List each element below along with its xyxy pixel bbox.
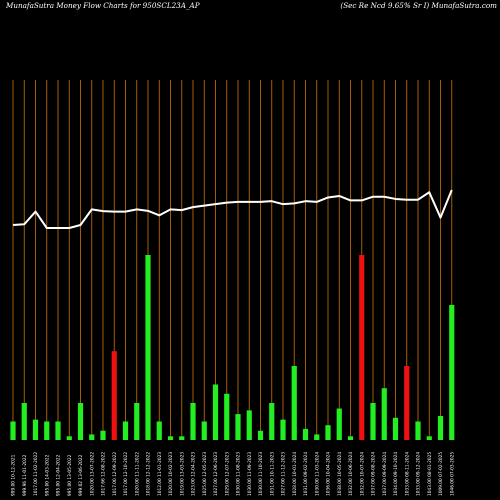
money-flow-bar	[179, 436, 185, 440]
x-tick-label: 1037.00 09-09-2024	[382, 452, 388, 496]
x-tick-label: 1028.00 10-01-2024	[292, 452, 298, 496]
money-flow-bar	[111, 351, 117, 440]
money-flow-bar	[269, 403, 275, 440]
money-flow-bar	[370, 403, 376, 440]
money-flow-bar	[201, 421, 207, 440]
x-tick-label: 1030.00 11-08-2023	[236, 452, 242, 496]
money-flow-bar	[437, 415, 444, 440]
x-tick-label: 1019.00 13-03-2023	[179, 452, 185, 496]
money-flow-bar	[325, 425, 331, 440]
x-tick-label: 1037.00 09-08-2024	[371, 452, 377, 496]
x-tick-label: 1025.00 12-05-2023	[202, 452, 208, 496]
money-flow-bar	[336, 408, 342, 440]
x-tick-label: 999.96 11-01-2022	[22, 454, 28, 496]
x-tick-label: 1020.00 10-02-2023	[168, 452, 174, 496]
x-tick-label: 1032.00 10-06-2024	[348, 452, 354, 496]
money-flow-bar	[122, 421, 129, 440]
x-tick-label: 1043.00 08-01-2025	[427, 452, 433, 496]
money-flow-bar	[314, 434, 320, 440]
x-tick-label: 1018.00 12-12-2022	[146, 452, 152, 496]
money-flow-bar	[302, 428, 309, 440]
x-tick-label: 1020.00 13-07-2022	[89, 452, 95, 496]
price-line-layer	[12, 189, 453, 229]
chart-subtitle: (Sec Re Ncd 9.65% Sr I) MunafaSutra.com	[340, 1, 497, 10]
x-tick-label: 1017.00 12-09-2022	[112, 452, 118, 496]
x-tick-label: 999.02 13-06-2022	[78, 454, 84, 496]
money-flow-bar	[134, 403, 140, 440]
x-tick-label: 995.00 14-03-2022	[44, 454, 50, 496]
x-tick-label: 1029.00 12-07-2023	[224, 452, 230, 496]
money-flow-bar	[212, 384, 219, 440]
money-flow-bar	[44, 421, 50, 440]
x-tick-label: 1030.00 11-03-2024	[314, 452, 320, 496]
x-tick-label: 999.00 10-12-2021	[11, 454, 17, 496]
x-tick-label: 1033.00 08-11-2024	[404, 452, 410, 496]
x-tick-label: 995.00 13-05-2022	[67, 454, 73, 496]
x-tick-label: 1031.00 10-11-2023	[269, 452, 275, 496]
x-tick-label: 1017.00 12-10-2022	[123, 452, 129, 496]
money-flow-bar	[77, 403, 84, 440]
x-tick-label: 1020.00 11-11-2022	[134, 452, 140, 496]
money-flow-bar	[415, 421, 421, 440]
money-flow-bar	[224, 393, 230, 440]
money-flow-bar	[145, 255, 151, 440]
money-flow-bar	[347, 436, 354, 440]
money-flow-bars	[10, 255, 455, 440]
money-flow-bar	[291, 366, 297, 440]
money-flow-bar	[10, 421, 16, 440]
money-flow-bar	[404, 366, 410, 440]
x-tick-labels: 999.00 10-12-2021 999.96 11-01-2022 1017.0…	[11, 452, 456, 496]
chart-title: MunafaSutra Money Flow Charts for 950SCL…	[5, 1, 200, 10]
money-flow-bar	[246, 410, 252, 440]
x-tick-label: 1038.00 10-05-2024	[337, 452, 343, 496]
x-tick-label: 1017.66 12-08-2022	[101, 452, 107, 496]
money-flow-bar	[167, 436, 174, 440]
price-line	[12, 189, 453, 229]
money-flow-bar	[55, 421, 61, 440]
x-tick-label: 1034.00 09-10-2024	[393, 452, 399, 496]
x-tick-label: 1036.00 10-04-2024	[326, 452, 332, 496]
x-tick-label: 1027.00 12-06-2023	[213, 452, 219, 496]
money-flow-bar	[100, 430, 106, 440]
x-tick-label: 1033.00 09-12-2024	[416, 452, 422, 496]
money-flow-bar	[449, 304, 455, 440]
x-tick-label: 1032.00 10-07-2024	[359, 452, 365, 496]
money-flow-bar	[359, 255, 365, 440]
money-flow-bar	[257, 430, 264, 440]
money-flow-bar	[190, 403, 196, 440]
money-flow-bar	[280, 419, 286, 440]
money-flow-bar	[89, 434, 95, 440]
money-flow-bar	[426, 436, 432, 440]
money-flow-bar	[21, 403, 27, 440]
x-tick-label: 1009.00 07-02-2025	[438, 452, 444, 496]
x-tick-label: 1027.00 11-12-2023	[281, 452, 287, 496]
x-tick-label: 1023.00 12-04-2023	[191, 452, 197, 496]
money-flow-bar	[392, 417, 399, 440]
x-tick-label: 1017.00 11-02-2022	[33, 452, 39, 496]
x-tick-label: 995.00 12-04-2022	[56, 454, 62, 496]
x-tick-label: 1012.00 11-01-2023	[157, 452, 163, 496]
money-flow-bar	[66, 436, 72, 440]
money-flow-bar	[381, 388, 387, 440]
x-tick-label: 1030.00 11-09-2023	[247, 452, 253, 496]
x-tick-label: 1030.00 11-10-2023	[258, 452, 264, 496]
money-flow-bar	[32, 419, 39, 440]
money-flow-bar	[235, 414, 241, 440]
money-flow-bar	[156, 421, 162, 440]
x-tick-label: 1046.00 07-03-2025	[449, 452, 455, 496]
x-tick-label: 1031.00 09-02-2024	[303, 452, 309, 496]
